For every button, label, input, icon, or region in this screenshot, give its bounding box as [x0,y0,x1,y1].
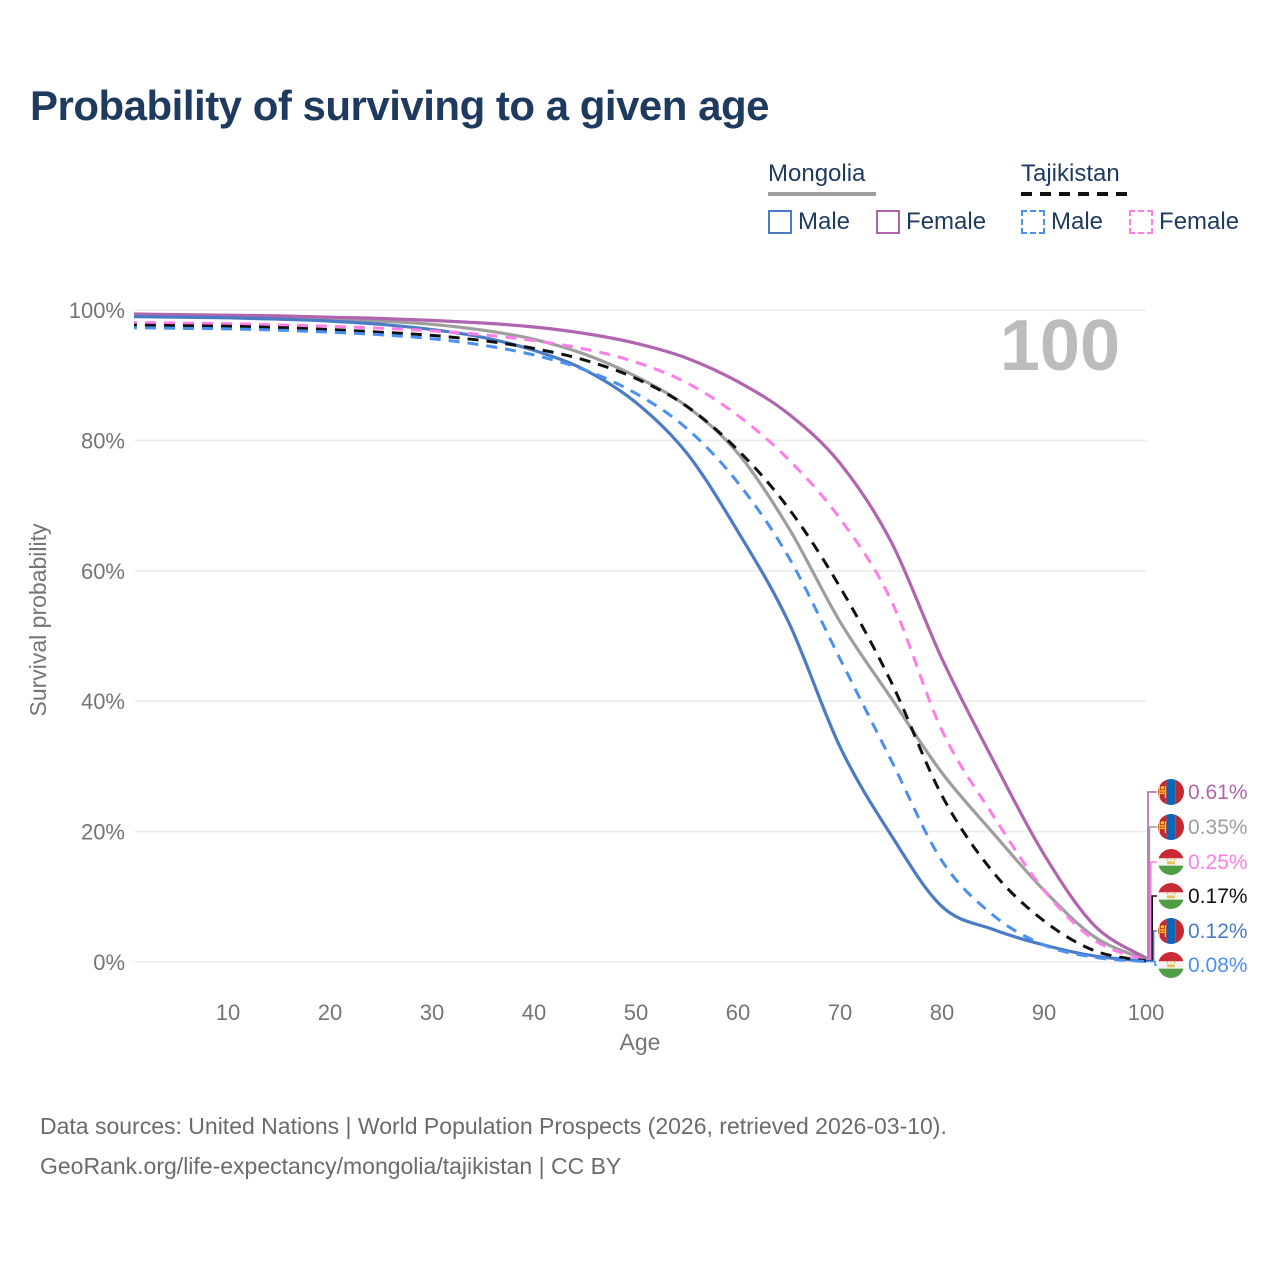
x-tick-label: 100 [1128,1000,1165,1025]
x-tick-label: 10 [216,1000,240,1025]
mongolia-flag-icon [1158,814,1184,840]
x-tick-label: 80 [930,1000,954,1025]
y-tick-label: 0% [93,950,125,975]
legend-item-label: Female [906,208,987,235]
x-tick-label: 60 [726,1000,750,1025]
tajikistan-flag-icon [1158,952,1184,978]
x-axis-title: Age [620,1029,661,1055]
tajikistan-flag-icon [1158,849,1184,875]
legend-item-mongolia-male[interactable]: Male [768,208,850,236]
y-tick-label: 100% [69,298,125,323]
mongolia-male-swatch-icon [768,210,792,234]
end-value-label: 0.17% [1188,885,1248,908]
end-label-connector [1146,960,1157,966]
tajikistan-male-swatch-icon [1021,210,1045,234]
y-axis-title: Survival probability [25,523,51,717]
data-sources-text: Data sources: United Nations | World Pop… [40,1113,947,1139]
mongolia-flag-icon [1158,918,1184,944]
end-label-connector [1146,791,1157,959]
mongolia-flag-icon [1158,779,1184,805]
y-tick-label: 40% [81,689,125,714]
legend-item-label: Female [1159,208,1240,235]
legend-group-mongolia: Mongolia Male Female [768,160,1006,236]
tajikistan-female-swatch-icon [1129,210,1154,234]
y-tick-label: 60% [81,559,125,584]
mongolia-female-swatch-icon [876,210,901,234]
y-tick-label: 80% [81,428,125,453]
curve-tajikistan-female[interactable] [126,320,1147,962]
legend-item-tajikistan-male[interactable]: Male [1021,208,1103,236]
legend-group-tajikistan: Tajikistan Male Female [1021,160,1259,236]
x-tick-label: 70 [828,1000,852,1025]
curve-mongolia-all[interactable] [126,313,1147,962]
curve-mongolia-male[interactable] [126,315,1147,963]
legend-item-label: Male [798,208,851,235]
curve-mongolia-female[interactable] [126,312,1147,960]
age-watermark: 100 [1000,306,1120,386]
end-value-label: 0.61% [1188,781,1248,804]
x-tick-label: 30 [420,1000,444,1025]
legend-country-mongolia: Mongolia [768,160,866,187]
x-tick-label: 50 [624,1000,648,1025]
tajikistan-line-style-swatch [1021,192,1129,196]
end-value-label: 0.12% [1188,920,1248,943]
mongolia-line-style-swatch [768,192,876,196]
legend-country-tajikistan: Tajikistan [1021,160,1120,187]
x-tick-label: 20 [318,1000,342,1025]
y-tick-label: 20% [81,820,125,845]
tajikistan-flag-icon [1158,883,1184,909]
legend: Mongolia Male Female Tajikistan Male Fem… [0,160,1280,250]
x-tick-label: 90 [1032,1000,1056,1025]
legend-item-mongolia-female[interactable]: Female [876,208,986,236]
footer: Data sources: United Nations | World Pop… [40,1106,947,1186]
page-title: Probability of surviving to a given age [30,82,769,129]
legend-item-label: Male [1051,208,1104,235]
end-value-label: 0.08% [1188,954,1248,977]
x-tick-label: 40 [522,1000,546,1025]
curve-tajikistan-all[interactable] [126,323,1147,963]
end-value-label: 0.25% [1188,851,1248,874]
end-value-label: 0.35% [1188,816,1248,839]
curve-tajikistan-male[interactable] [126,326,1147,963]
attribution-link[interactable]: GeoRank.org/life-expectancy/mongolia/taj… [40,1153,622,1179]
legend-item-tajikistan-female[interactable]: Female [1129,208,1239,236]
